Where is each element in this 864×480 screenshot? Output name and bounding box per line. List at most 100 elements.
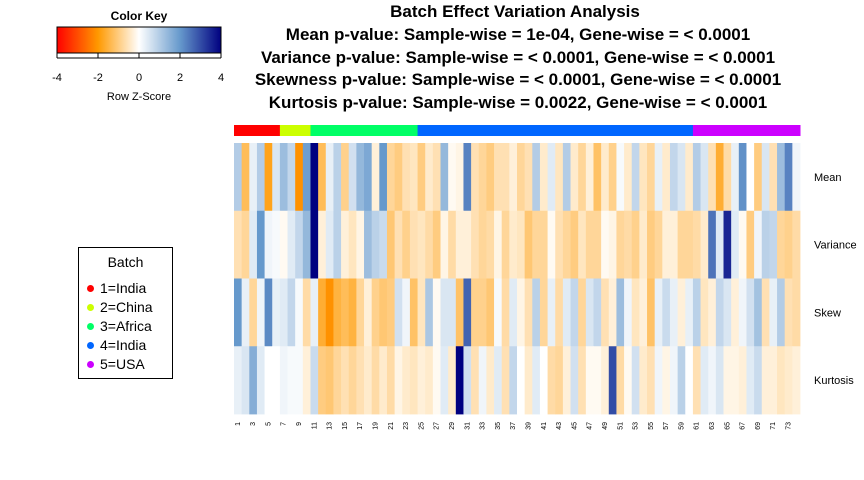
heatmap-cell [333, 346, 342, 415]
heatmap-cell [256, 346, 265, 415]
heatmap-cell [738, 143, 747, 212]
heatmap-cell [608, 210, 617, 279]
batch-segment-3 [310, 125, 419, 136]
heatmap-cell [685, 346, 694, 415]
row-label-mean: Mean [814, 172, 842, 184]
column-label: 13 [327, 422, 334, 430]
heatmap-cell [425, 143, 434, 212]
heatmap-cell [608, 143, 617, 212]
heatmap-cell [715, 346, 724, 415]
heatmap-cell [241, 210, 250, 279]
heatmap-cell [700, 143, 709, 212]
batch-color-bar [234, 125, 801, 136]
heatmap-cell [524, 210, 533, 279]
heatmap-cell [517, 143, 526, 212]
heatmap-cell [517, 346, 526, 415]
heatmap-cell [463, 278, 472, 347]
column-label: 15 [342, 422, 349, 430]
heatmap-cell [371, 210, 380, 279]
legend-item-batch-1: 1=India [87, 279, 146, 297]
heatmap-cell [272, 210, 281, 279]
heatmap-cell [669, 143, 679, 212]
heatmap-cell [692, 278, 701, 347]
heatmap-cell [708, 210, 717, 279]
heatmap-cell [700, 278, 709, 347]
heatmap-cell [639, 346, 648, 415]
heatmap-cell [302, 346, 311, 415]
heatmap-cell [624, 346, 633, 415]
heatmap-cell [715, 278, 724, 347]
heatmap-cell [463, 210, 472, 279]
heatmap-cell [685, 278, 694, 347]
heatmap-cell [685, 210, 694, 279]
heatmap-cell [264, 346, 273, 415]
heatmap-cell [341, 143, 350, 212]
heatmap-cell [295, 346, 304, 415]
heatmap-cell [295, 210, 304, 279]
column-label: 31 [464, 422, 471, 430]
column-label: 65 [724, 422, 731, 430]
heatmap-cell [784, 143, 793, 212]
heatmap-cell [692, 210, 701, 279]
heatmap-cell [249, 278, 258, 347]
heatmap-cell [386, 210, 396, 279]
heatmap-cell [792, 278, 801, 347]
heatmap-cell [662, 346, 671, 415]
heatmap-cell [677, 346, 686, 415]
heatmap-cell [256, 278, 265, 347]
heatmap-cell [570, 210, 579, 279]
heatmap-cell [241, 278, 250, 347]
heatmap-cell [302, 278, 311, 347]
heatmap-cell [302, 210, 311, 279]
column-label: 69 [755, 422, 762, 430]
heatmap-cell [539, 278, 548, 347]
legend-item-batch-4: 4=India [87, 336, 146, 354]
heatmap-cell [708, 346, 717, 415]
heatmap-cell [440, 143, 449, 212]
heatmap-cell [616, 143, 625, 212]
heatmap-cell [685, 143, 694, 212]
heatmap-cell [769, 143, 778, 212]
legend-title: Batch [107, 254, 144, 270]
heatmap-cell [402, 346, 411, 415]
heatmap-cell [494, 143, 503, 212]
heatmap-cell [318, 278, 327, 347]
heatmap-cell [639, 278, 648, 347]
heatmap-cell [409, 143, 418, 212]
heatmap-cell [486, 346, 495, 415]
heatmap-cell [539, 346, 548, 415]
column-label: 23 [403, 422, 410, 430]
batch-segment-1 [234, 125, 281, 136]
heatmap-cell [256, 143, 265, 212]
heatmap-cell [364, 143, 373, 212]
heatmap-cell [555, 278, 564, 347]
legend-label: 1=India [100, 280, 147, 296]
heatmap-cell [677, 143, 686, 212]
heatmap-cell [264, 278, 273, 347]
heatmap-cell [264, 143, 273, 212]
heatmap-cell [394, 278, 403, 347]
heatmap-cell [746, 278, 755, 347]
heatmap-cell [341, 210, 350, 279]
heatmap-cell [570, 346, 579, 415]
heatmap-cell [325, 210, 334, 279]
heatmap-cell [669, 278, 679, 347]
heatmap-cell [371, 346, 380, 415]
heatmap-cell [754, 346, 763, 415]
heatmap-cell [562, 278, 571, 347]
heatmap-cell [754, 143, 763, 212]
heatmap-cell [471, 278, 480, 347]
heatmap-cell [386, 278, 396, 347]
heatmap-cell [731, 143, 740, 212]
heatmap-cell [379, 346, 388, 415]
heatmap-cell [601, 346, 610, 415]
column-label: 17 [357, 422, 364, 430]
row-label-variance: Variance [814, 240, 857, 252]
column-label: 37 [510, 422, 517, 430]
heatmap-cell [539, 143, 548, 212]
heatmap-cell [341, 346, 350, 415]
color-key-tick-label: 0 [136, 72, 142, 84]
color-key-xlabel: Row Z-Score [107, 91, 171, 103]
row-label-skew: Skew [814, 307, 841, 319]
heatmap-cell [425, 210, 434, 279]
